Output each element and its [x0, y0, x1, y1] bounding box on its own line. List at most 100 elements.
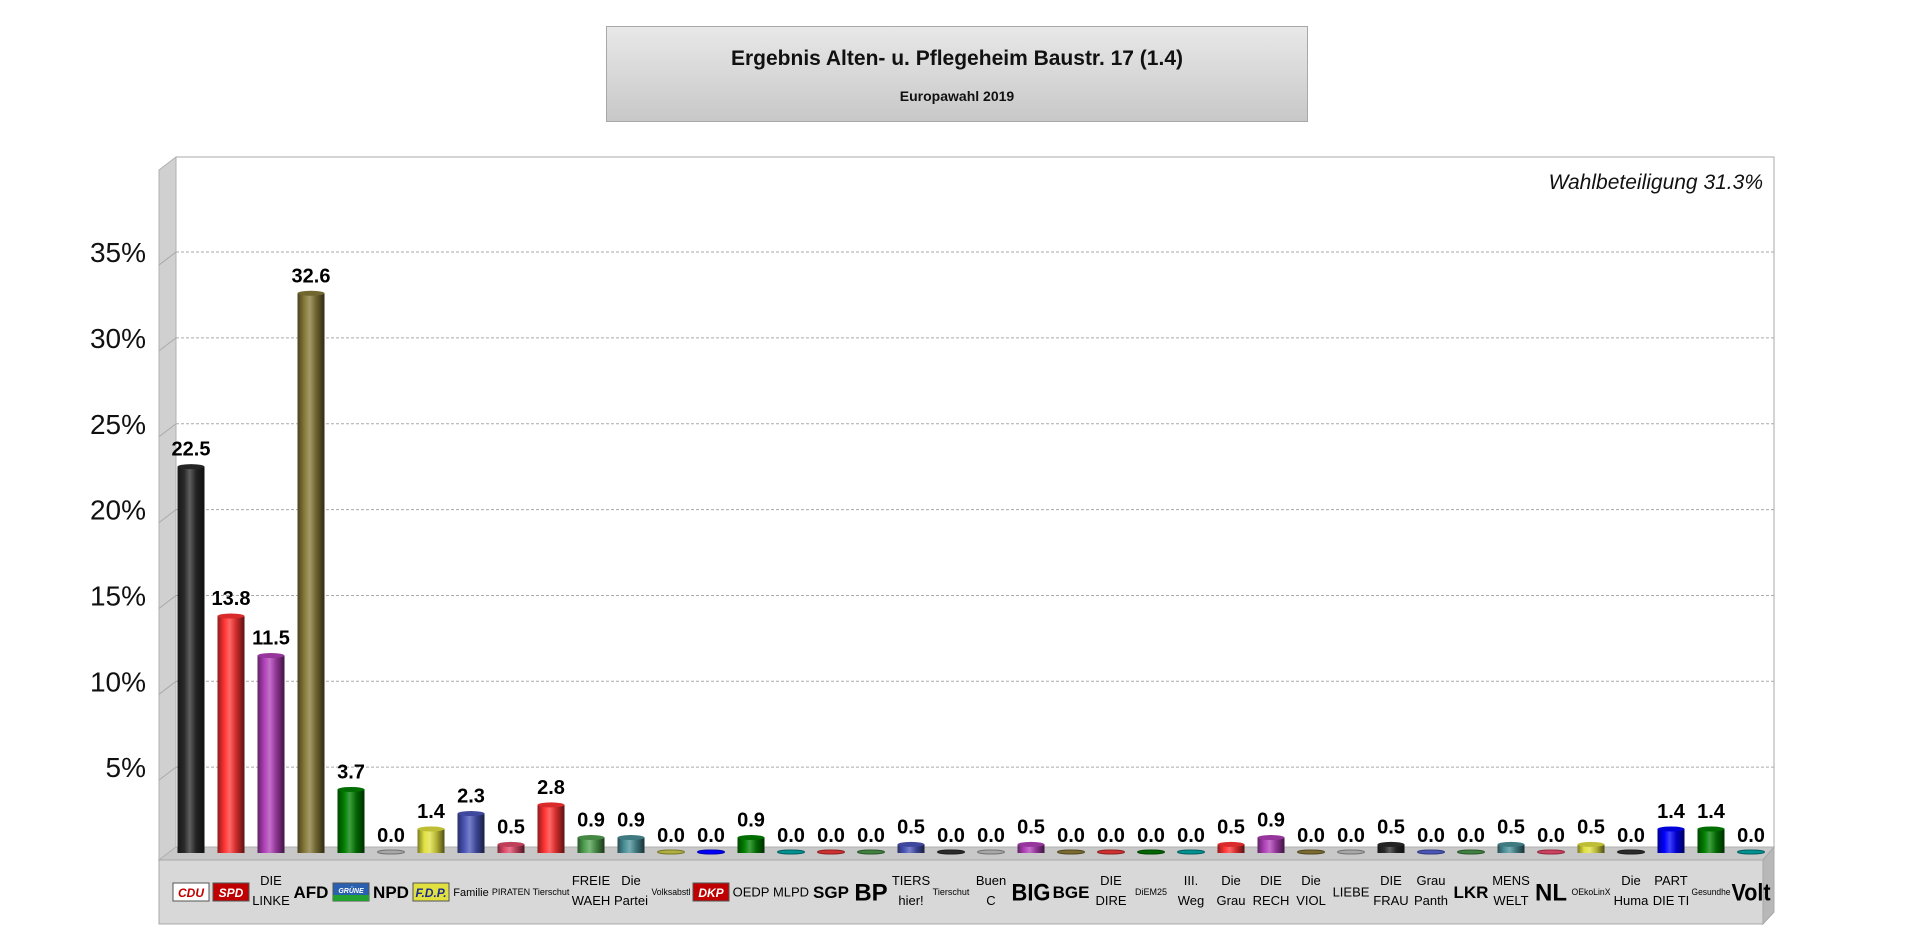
bar — [257, 655, 285, 853]
category-text: LIEBE — [1333, 885, 1370, 900]
category-text: SGP — [813, 883, 849, 902]
category-text: MENS WELT — [1492, 873, 1530, 908]
value-label: 0.0 — [937, 825, 965, 847]
bar — [1457, 849, 1485, 855]
value-label: 0.0 — [657, 825, 685, 847]
category-text: Volt — [1732, 879, 1771, 906]
y-tick-label: 20% — [90, 495, 146, 526]
bar — [1057, 849, 1085, 855]
category-label: Buen C — [976, 873, 1006, 908]
bar — [1177, 849, 1205, 855]
bar — [1377, 844, 1405, 853]
category-line: WELT — [1493, 893, 1528, 908]
bar-group: 11.5 — [252, 628, 290, 853]
value-label: 0.5 — [1217, 816, 1245, 838]
category-label: DIE FRAU — [1373, 873, 1408, 908]
value-label: 0.0 — [977, 825, 1005, 847]
category-text: OEDP — [733, 885, 770, 900]
category-line: DIE — [1260, 873, 1282, 888]
category-text: BGE — [1053, 883, 1090, 902]
bar — [1217, 844, 1245, 853]
chart-title: Ergebnis Alten- u. Pflegeheim Baustr. 17… — [730, 47, 1183, 70]
value-label: 2.3 — [457, 786, 485, 808]
category-label: NL — [1535, 879, 1567, 906]
category-text: NL — [1535, 879, 1567, 906]
bar-group: 0.5 — [1377, 816, 1405, 853]
category-labels: CDU SPD DIE LINKE AFD GRÜNE NPD F.D.P. Familie PI… — [172, 873, 1771, 908]
category-text: BIG — [1012, 879, 1051, 906]
bar-group: 0.0 — [1537, 825, 1565, 855]
party-logo-text: SPD — [219, 886, 244, 900]
party-logo — [172, 882, 210, 902]
bar-cap — [1697, 826, 1725, 832]
category-label: PIRATEN — [492, 887, 530, 897]
category-text: Buen C — [976, 873, 1006, 908]
bar-group: 0.9 — [1257, 810, 1285, 853]
bar — [737, 837, 765, 853]
bar — [577, 837, 605, 853]
bar — [377, 849, 405, 855]
category-line: hier! — [898, 893, 923, 908]
category-line: Grau — [1217, 893, 1246, 908]
category-line: DIE — [1100, 873, 1122, 888]
bar — [217, 616, 245, 853]
category-text: NPD — [373, 883, 409, 902]
category-text: MLPD — [773, 885, 809, 900]
category-line: DIRE — [1095, 893, 1126, 908]
bar-cap — [1017, 841, 1045, 847]
value-label: 0.0 — [1137, 825, 1165, 847]
value-label: 0.0 — [817, 825, 845, 847]
category-text: DIE FRAU — [1373, 873, 1408, 908]
bar — [617, 837, 645, 853]
bar — [457, 813, 485, 853]
bar-group: 0.0 — [817, 825, 845, 855]
category-line: Die — [1221, 873, 1241, 888]
bar — [1577, 844, 1605, 853]
bar — [977, 849, 1005, 855]
category-text: Die Huma — [1614, 873, 1649, 908]
category-label: GRÜNE — [332, 882, 370, 902]
category-text: AFD — [294, 883, 329, 902]
bar-group: 0.9 — [577, 810, 605, 853]
category-label: LIEBE — [1333, 885, 1370, 900]
bar — [1497, 844, 1525, 853]
bar-group: 0.5 — [897, 816, 925, 853]
bar-group: 1.4 — [1657, 801, 1686, 853]
category-text: Tierschut — [533, 887, 570, 897]
bar — [1337, 849, 1365, 855]
bar — [1417, 849, 1445, 855]
bar-cap — [497, 841, 525, 847]
category-label: Volksabstl — [652, 887, 691, 897]
bar-group: 0.0 — [977, 825, 1005, 855]
value-label: 0.9 — [577, 810, 605, 832]
value-label: 0.0 — [1457, 825, 1485, 847]
category-line: LINKE — [252, 893, 290, 908]
bar — [1537, 849, 1565, 855]
bar-cap — [577, 835, 605, 841]
bar-group: 2.3 — [457, 786, 485, 853]
category-line: Die — [1301, 873, 1321, 888]
category-label: CDU — [172, 882, 210, 902]
bar — [1697, 828, 1725, 853]
bar — [1737, 849, 1765, 855]
bar-group: 0.5 — [1017, 816, 1045, 853]
bar-group: 0.0 — [1337, 825, 1365, 855]
bar-group: 0.0 — [1137, 825, 1165, 855]
bar — [1297, 849, 1325, 855]
bar-group: 1.4 — [1697, 801, 1726, 853]
bar-group: 3.7 — [337, 761, 365, 853]
gridline-wall — [158, 509, 177, 523]
category-label: OEkoLinX — [1572, 887, 1611, 897]
value-label: 0.0 — [1537, 825, 1565, 847]
category-label: AFD — [294, 883, 329, 902]
category-line: PART — [1654, 873, 1688, 888]
turnout-annotation: Wahlbeteiligung 31.3% — [1549, 171, 1763, 194]
bar — [777, 849, 805, 855]
bar — [297, 293, 325, 853]
plot-frame — [157, 155, 1776, 926]
category-label: Die VIOL — [1296, 873, 1326, 908]
bar-cap — [537, 802, 565, 808]
category-text: Tierschut — [933, 887, 970, 897]
gridline-wall — [158, 680, 177, 695]
value-label: 22.5 — [172, 439, 211, 461]
